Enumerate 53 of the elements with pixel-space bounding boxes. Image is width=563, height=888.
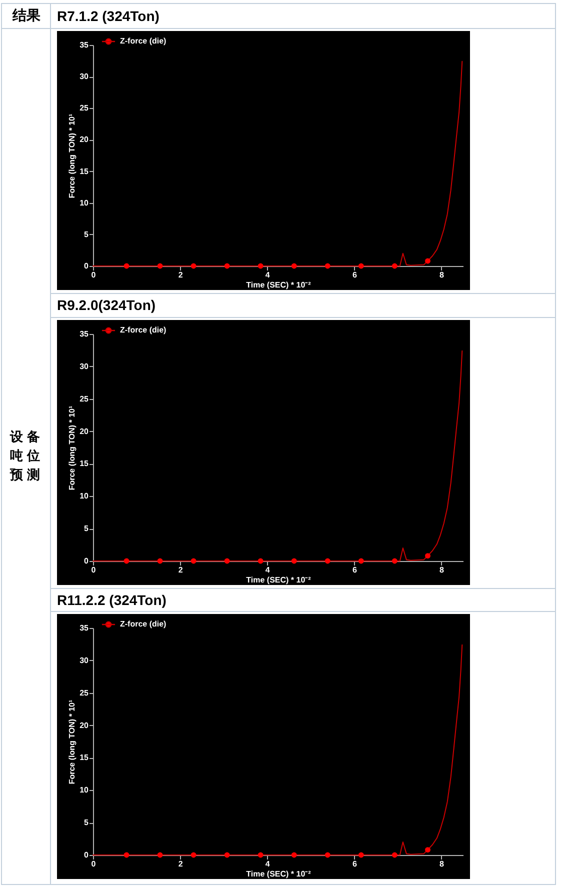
y-tick-label: 15 bbox=[80, 753, 90, 762]
x-tick-label: 2 bbox=[178, 860, 184, 868]
text: 设备吨位预测 bbox=[10, 429, 44, 485]
x-tick-label: 6 bbox=[352, 270, 358, 280]
legend-label: Z-force (die) bbox=[120, 36, 167, 46]
x-tick-label: 4 bbox=[265, 860, 270, 868]
y-tick-label: 30 bbox=[80, 72, 90, 82]
x-tick-label: 4 bbox=[265, 270, 270, 280]
x-tick-label: 0 bbox=[91, 566, 96, 574]
legend-label: Z-force (die) bbox=[120, 326, 167, 334]
chart-title: R9.2.0(324Ton) bbox=[57, 296, 156, 315]
y-axis-title: Force (long TON) * 10¹ bbox=[68, 406, 77, 490]
y-tick-label: 0 bbox=[84, 262, 90, 270]
y-tick-label: 35 bbox=[80, 330, 90, 338]
y-tick-label: 25 bbox=[80, 688, 90, 698]
y-tick-label: 20 bbox=[80, 426, 90, 436]
y-tick-label: 25 bbox=[80, 394, 90, 404]
y-tick-label: 10 bbox=[80, 198, 90, 208]
x-tick-label: 2 bbox=[178, 270, 184, 280]
x-axis-title: Time (SEC) * 10⁻² bbox=[246, 576, 312, 584]
y-axis-title: Force (long TON) * 10¹ bbox=[68, 700, 77, 784]
y-axis-title: Force (long TON) * 10¹ bbox=[68, 114, 77, 198]
x-tick-label: 6 bbox=[352, 860, 358, 868]
x-tick-label: 0 bbox=[91, 270, 96, 280]
y-tick-label: 5 bbox=[84, 818, 90, 828]
y-tick-label: 5 bbox=[84, 524, 90, 534]
y-tick-label: 30 bbox=[80, 362, 90, 371]
text: 结果 bbox=[11, 6, 42, 26]
y-tick-label: 15 bbox=[80, 459, 90, 468]
y-tick-label: 35 bbox=[80, 624, 90, 632]
y-tick-label: 20 bbox=[80, 720, 90, 730]
legend-label: Z-force (die) bbox=[120, 620, 167, 628]
y-tick-label: 25 bbox=[80, 104, 90, 113]
x-tick-label: 0 bbox=[91, 860, 96, 868]
x-tick-label: 8 bbox=[440, 860, 445, 868]
y-tick-label: 0 bbox=[84, 850, 90, 860]
y-tick-label: 10 bbox=[80, 492, 90, 501]
chart-title: R7.1.2 (324Ton) bbox=[57, 6, 160, 26]
y-tick-label: 5 bbox=[84, 230, 90, 239]
y-tick-label: 15 bbox=[80, 166, 90, 176]
y-tick-label: 0 bbox=[84, 556, 90, 566]
x-tick-label: 8 bbox=[440, 566, 445, 574]
x-axis-title: Time (SEC) * 10⁻² bbox=[246, 870, 312, 878]
x-tick-label: 6 bbox=[352, 566, 358, 574]
x-tick-label: 2 bbox=[178, 566, 184, 574]
x-tick-label: 4 bbox=[265, 566, 270, 574]
x-axis-title: Time (SEC) * 10⁻² bbox=[246, 280, 312, 290]
y-tick-label: 30 bbox=[80, 656, 90, 665]
chart-title: R11.2.2 (324Ton) bbox=[57, 590, 166, 610]
x-tick-label: 8 bbox=[440, 270, 445, 280]
y-tick-label: 10 bbox=[80, 786, 90, 795]
y-tick-label: 20 bbox=[80, 135, 90, 144]
y-tick-label: 35 bbox=[80, 40, 90, 50]
